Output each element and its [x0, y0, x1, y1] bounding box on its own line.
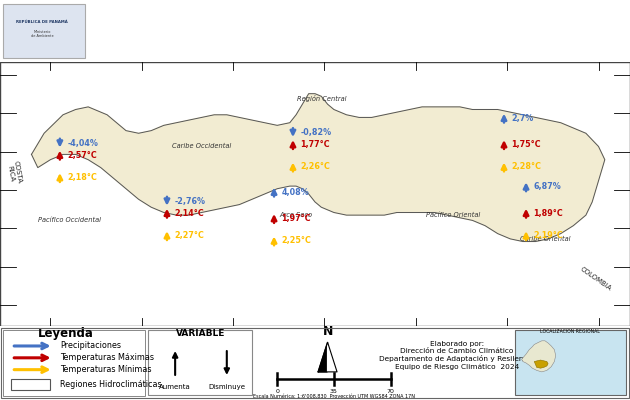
Text: -2,76%: -2,76%	[175, 197, 205, 206]
Polygon shape	[318, 342, 328, 372]
Text: Disminuye: Disminuye	[209, 384, 245, 390]
Text: Caribe Occidental: Caribe Occidental	[172, 144, 231, 150]
Bar	[148, 330, 252, 395]
Text: 1,77°C: 1,77°C	[301, 140, 330, 149]
Text: Caribe Oriental: Caribe Oriental	[520, 236, 570, 242]
Polygon shape	[522, 341, 556, 372]
Text: ESCENARIOS DE CAMBIO CLIMÁTICO PARA LAS VARIABLES PRECIPITACIÓN Y TEMPERATURA AL: ESCENARIOS DE CAMBIO CLIMÁTICO PARA LAS …	[154, 12, 558, 19]
Text: N: N	[323, 326, 333, 338]
Bar	[515, 330, 626, 395]
Text: 0: 0	[275, 389, 279, 394]
Text: Elaborado por:
Dirección de Cambio Climático
Departamento de Adaptación y Resile: Elaborado por: Dirección de Cambio Climá…	[379, 341, 534, 370]
Text: Aumenta: Aumenta	[159, 384, 191, 390]
Text: 2,25°C: 2,25°C	[282, 236, 311, 245]
Text: Pacífico Occidental: Pacífico Occidental	[38, 217, 101, 223]
Bar	[11, 379, 50, 390]
Text: -0,82%: -0,82%	[301, 128, 331, 137]
Text: 2,26°C: 2,26°C	[301, 162, 330, 172]
Text: 2,7%: 2,7%	[512, 114, 534, 122]
Text: 2,27°C: 2,27°C	[175, 231, 204, 240]
Text: VARIABLE: VARIABLE	[176, 329, 225, 338]
Text: Pacífico Oriental: Pacífico Oriental	[427, 212, 481, 218]
Bar	[3, 330, 145, 396]
Text: 1,75°C: 1,75°C	[512, 140, 541, 149]
Text: Temperaturas Máximas: Temperaturas Máximas	[60, 353, 154, 362]
Text: Arco Seco: Arco Seco	[280, 212, 312, 218]
Text: Ministerio
de Ambiente: Ministerio de Ambiente	[31, 30, 54, 38]
Polygon shape	[32, 94, 605, 242]
Text: 1,97°C: 1,97°C	[282, 214, 311, 223]
Text: Región Central: Región Central	[297, 96, 346, 102]
Text: Leyenda: Leyenda	[38, 327, 94, 340]
Polygon shape	[328, 342, 337, 372]
Text: Precipitaciones: Precipitaciones	[60, 342, 121, 350]
Text: 70: 70	[387, 389, 394, 394]
Text: 2,14°C: 2,14°C	[175, 209, 204, 218]
Text: Regiones Hidroclimáticas: Regiones Hidroclimáticas	[60, 380, 161, 389]
Text: 2,19°C: 2,19°C	[534, 231, 563, 240]
Text: BAJO EL ESCENARIO SSP 5-8.5, PERCENTIL 50%.: BAJO EL ESCENARIO SSP 5-8.5, PERCENTIL 5…	[259, 45, 453, 51]
Bar	[3, 4, 85, 58]
Polygon shape	[534, 360, 548, 368]
Text: DE ACUERDO AL ENSAMBLE DE MODELOS DEL CMIP6 DE CAMBIO CLIMÁTICO,: DE ACUERDO AL ENSAMBLE DE MODELOS DEL CM…	[201, 28, 511, 36]
Text: REPÚBLICA DE PANAMÁ: REPÚBLICA DE PANAMÁ	[16, 20, 68, 24]
Text: 1,89°C: 1,89°C	[534, 209, 563, 218]
Text: Escala Numérica: 1:6'008,830  Proyección UTM WGS84 ZONA 17N: Escala Numérica: 1:6'008,830 Proyección …	[253, 394, 415, 399]
Text: 35: 35	[330, 389, 338, 394]
Text: Temperaturas Mínimas: Temperaturas Mínimas	[60, 365, 151, 374]
Text: 2,28°C: 2,28°C	[512, 162, 542, 172]
Text: 4,08%: 4,08%	[282, 188, 309, 196]
Text: LOCALIZACIÓN REGIONAL: LOCALIZACIÓN REGIONAL	[540, 330, 600, 334]
Text: 6,87%: 6,87%	[534, 182, 561, 191]
Text: 2,57°C: 2,57°C	[67, 150, 97, 160]
Text: -4,04%: -4,04%	[67, 139, 98, 148]
Text: 2,18°C: 2,18°C	[67, 173, 97, 182]
Text: COLOMBIA: COLOMBIA	[578, 266, 612, 292]
Text: COSTA
RICA: COSTA RICA	[6, 160, 23, 185]
